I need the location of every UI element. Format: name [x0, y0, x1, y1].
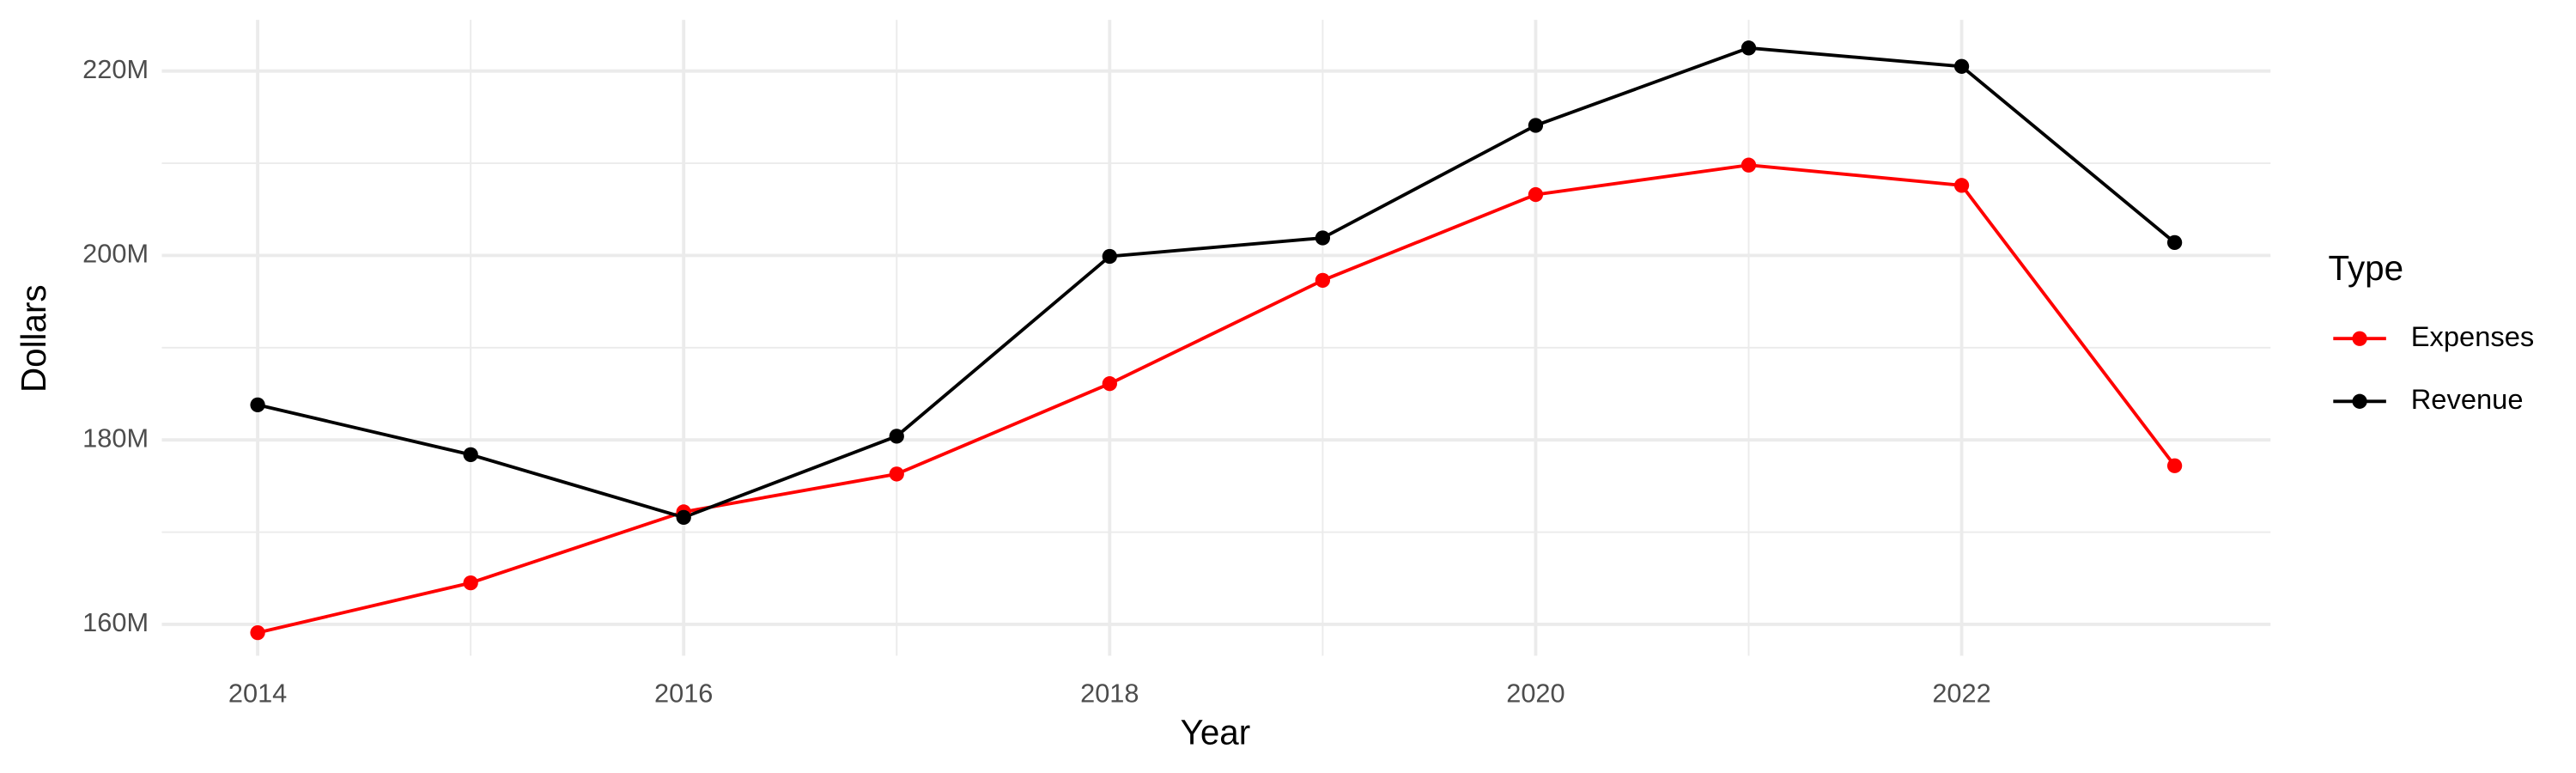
series-line — [257, 46, 2176, 520]
legend-marker — [2352, 331, 2367, 346]
y-axis-title: Dollars — [14, 284, 53, 393]
y-tick-label: 160M — [82, 607, 149, 637]
x-tick-label: 2018 — [1080, 679, 1139, 709]
series-line — [257, 163, 2177, 635]
legend-marker — [2352, 393, 2367, 409]
y-tick-label: 220M — [82, 54, 149, 84]
x-tick-label: 2022 — [1932, 679, 1990, 709]
data-point — [1741, 157, 1757, 173]
x-tick-label: 2014 — [228, 679, 287, 709]
data-point — [1741, 40, 1757, 56]
data-point — [1315, 272, 1331, 289]
data-point — [889, 466, 904, 482]
data-point — [463, 447, 478, 463]
data-point — [1528, 186, 1544, 203]
data-point — [1953, 58, 1970, 74]
y-tick-label: 180M — [82, 423, 149, 453]
y-tick-label: 200M — [82, 239, 149, 269]
data-point — [1315, 230, 1331, 246]
data-point — [1528, 118, 1544, 133]
data-point — [1102, 376, 1117, 392]
data-point — [463, 575, 478, 591]
data-point — [250, 397, 265, 413]
data-point — [1102, 248, 1117, 265]
data-point — [676, 509, 691, 526]
legend-label: Revenue — [2411, 383, 2524, 415]
data-point — [2166, 458, 2183, 473]
x-tick-label: 2016 — [654, 679, 713, 709]
x-tick-label: 2020 — [1506, 679, 1564, 709]
data-point — [2166, 234, 2183, 251]
legend-label: Expenses — [2411, 320, 2535, 352]
data-point — [889, 429, 904, 444]
legend-title: Type — [2329, 248, 2404, 288]
data-point — [250, 624, 265, 641]
x-axis-title: Year — [1181, 712, 1251, 752]
data-point — [1953, 178, 1970, 193]
